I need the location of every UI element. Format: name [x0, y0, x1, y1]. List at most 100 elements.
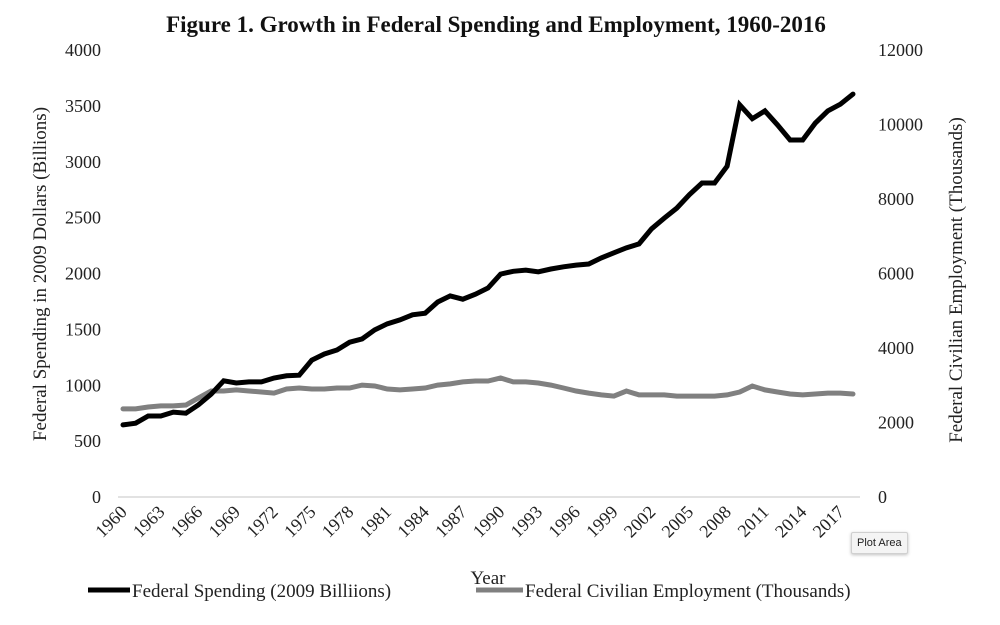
data-point-spending[interactable] [662, 216, 667, 221]
data-point-spending[interactable] [460, 297, 465, 302]
data-point-spending[interactable] [473, 292, 478, 297]
data-point-employment[interactable] [851, 392, 856, 397]
data-point-spending[interactable] [385, 321, 390, 326]
data-point-employment[interactable] [813, 392, 818, 397]
data-point-employment[interactable] [183, 403, 188, 408]
data-point-spending[interactable] [599, 255, 604, 260]
data-point-spending[interactable] [813, 121, 818, 126]
data-point-employment[interactable] [700, 394, 705, 399]
data-point-employment[interactable] [385, 387, 390, 392]
data-point-spending[interactable] [435, 300, 440, 305]
data-point-employment[interactable] [322, 387, 327, 392]
data-point-employment[interactable] [435, 383, 440, 388]
data-point-spending[interactable] [221, 378, 226, 383]
data-point-employment[interactable] [674, 394, 679, 399]
data-point-employment[interactable] [335, 386, 340, 391]
data-point-spending[interactable] [171, 410, 176, 415]
data-point-employment[interactable] [788, 392, 793, 397]
data-point-employment[interactable] [624, 389, 629, 394]
data-point-employment[interactable] [372, 384, 377, 389]
data-point-employment[interactable] [284, 387, 289, 392]
data-point-employment[interactable] [599, 392, 604, 397]
data-point-employment[interactable] [548, 383, 553, 388]
data-point-spending[interactable] [775, 122, 780, 127]
data-point-spending[interactable] [700, 181, 705, 186]
data-point-employment[interactable] [662, 392, 667, 397]
data-point-spending[interactable] [347, 340, 352, 345]
data-point-spending[interactable] [637, 241, 642, 246]
data-point-employment[interactable] [762, 387, 767, 392]
data-point-spending[interactable] [234, 381, 239, 386]
data-point-spending[interactable] [284, 373, 289, 378]
data-point-employment[interactable] [171, 403, 176, 408]
data-point-spending[interactable] [687, 192, 692, 197]
data-point-spending[interactable] [486, 286, 491, 291]
data-point-spending[interactable] [423, 311, 428, 316]
legend-item-spending[interactable]: Federal Spending (2009 Billiions) [88, 581, 391, 602]
legend-item-employment[interactable]: Federal Civilian Employment (Thousands) [476, 581, 851, 602]
data-point-employment[interactable] [410, 387, 415, 392]
data-point-employment[interactable] [775, 390, 780, 395]
data-point-employment[interactable] [246, 389, 251, 394]
data-point-employment[interactable] [498, 376, 503, 381]
data-point-employment[interactable] [196, 395, 201, 400]
data-point-spending[interactable] [788, 138, 793, 143]
data-point-employment[interactable] [523, 379, 528, 384]
data-point-employment[interactable] [800, 392, 805, 397]
data-point-spending[interactable] [611, 250, 616, 255]
data-point-spending[interactable] [523, 268, 528, 273]
data-point-spending[interactable] [511, 269, 516, 274]
data-point-employment[interactable] [297, 386, 302, 391]
data-point-spending[interactable] [448, 293, 453, 298]
data-point-spending[interactable] [397, 317, 402, 322]
data-point-spending[interactable] [750, 116, 755, 121]
data-point-employment[interactable] [360, 383, 365, 388]
data-point-employment[interactable] [448, 381, 453, 386]
data-point-employment[interactable] [725, 392, 730, 397]
data-point-employment[interactable] [486, 379, 491, 384]
data-point-employment[interactable] [687, 394, 692, 399]
data-point-spending[interactable] [272, 376, 277, 381]
data-point-employment[interactable] [158, 403, 163, 408]
data-point-spending[interactable] [246, 379, 251, 384]
data-point-employment[interactable] [536, 381, 541, 386]
data-point-spending[interactable] [360, 336, 365, 341]
data-point-spending[interactable] [121, 422, 126, 427]
data-point-spending[interactable] [725, 164, 730, 169]
plot-area[interactable] [118, 50, 860, 497]
data-point-employment[interactable] [423, 386, 428, 391]
data-point-employment[interactable] [574, 389, 579, 394]
data-point-spending[interactable] [498, 272, 503, 277]
data-point-employment[interactable] [737, 390, 742, 395]
data-point-employment[interactable] [838, 391, 843, 396]
data-point-spending[interactable] [838, 102, 843, 107]
data-point-employment[interactable] [712, 394, 717, 399]
data-point-employment[interactable] [460, 379, 465, 384]
data-point-spending[interactable] [183, 411, 188, 416]
data-point-employment[interactable] [347, 386, 352, 391]
data-point-spending[interactable] [259, 379, 264, 384]
data-point-employment[interactable] [611, 394, 616, 399]
data-point-spending[interactable] [712, 181, 717, 186]
data-point-spending[interactable] [158, 414, 163, 419]
data-point-spending[interactable] [561, 264, 566, 269]
data-point-spending[interactable] [196, 402, 201, 407]
data-point-employment[interactable] [146, 405, 151, 410]
data-point-employment[interactable] [825, 391, 830, 396]
data-point-spending[interactable] [322, 352, 327, 357]
data-point-spending[interactable] [297, 373, 302, 378]
data-point-spending[interactable] [737, 102, 742, 107]
data-point-spending[interactable] [309, 358, 314, 363]
data-point-spending[interactable] [536, 269, 541, 274]
data-point-spending[interactable] [649, 226, 654, 231]
data-point-employment[interactable] [511, 379, 516, 384]
data-point-employment[interactable] [121, 406, 126, 411]
data-point-employment[interactable] [397, 387, 402, 392]
data-point-spending[interactable] [586, 262, 591, 267]
data-point-spending[interactable] [335, 348, 340, 353]
data-point-spending[interactable] [133, 421, 138, 426]
data-point-spending[interactable] [674, 206, 679, 211]
data-point-spending[interactable] [825, 108, 830, 113]
data-point-spending[interactable] [624, 245, 629, 250]
data-point-spending[interactable] [209, 392, 214, 397]
